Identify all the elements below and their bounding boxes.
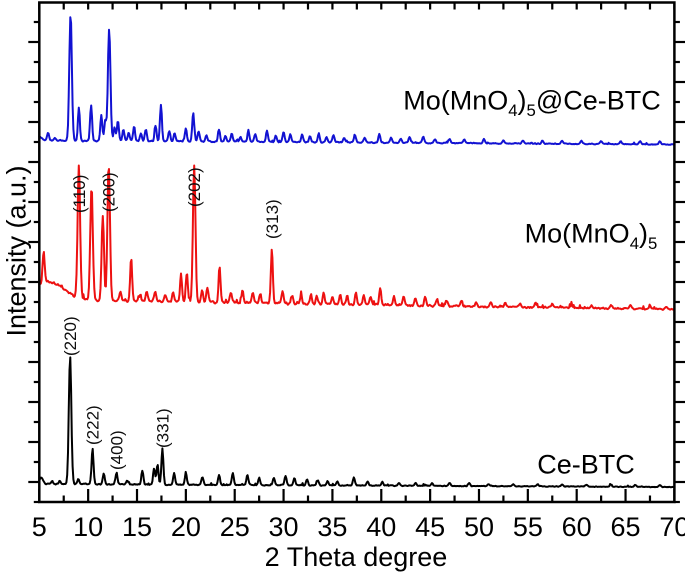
trace-mo-mno4-5 bbox=[38, 164, 676, 311]
x-tick-label-35: 35 bbox=[317, 512, 347, 542]
peak-label-202: (202) bbox=[185, 167, 204, 207]
x-tick-label-60: 60 bbox=[562, 512, 592, 542]
x-tick-label-65: 65 bbox=[611, 512, 641, 542]
peak-label-313: (313) bbox=[263, 199, 282, 239]
x-tick-label-30: 30 bbox=[269, 512, 299, 542]
x-tick-label-50: 50 bbox=[464, 512, 494, 542]
x-tick-label-55: 55 bbox=[513, 512, 543, 542]
x-tick-label-25: 25 bbox=[220, 512, 250, 542]
peak-label-331: (331) bbox=[153, 408, 172, 448]
x-tick-label-45: 45 bbox=[415, 512, 445, 542]
peak-label-400: (400) bbox=[107, 430, 126, 470]
plot-frame bbox=[38, 1, 676, 504]
peak-label-110: (110) bbox=[70, 175, 89, 213]
trace-mo-mno4-5-ce-btc bbox=[38, 16, 676, 146]
x-tick-label-15: 15 bbox=[122, 512, 152, 542]
x-tick-label-5: 5 bbox=[32, 512, 47, 542]
x-tick-label-20: 20 bbox=[171, 512, 201, 542]
peak-label-200: (200) bbox=[100, 172, 119, 212]
x-tick-label-40: 40 bbox=[366, 512, 396, 542]
trace-ce-btc bbox=[38, 356, 676, 489]
peak-label-220: (220) bbox=[61, 316, 80, 356]
x-tick-label-70: 70 bbox=[659, 512, 685, 542]
peak-label-222: (222) bbox=[84, 405, 103, 445]
x-tick-label-10: 10 bbox=[73, 512, 103, 542]
